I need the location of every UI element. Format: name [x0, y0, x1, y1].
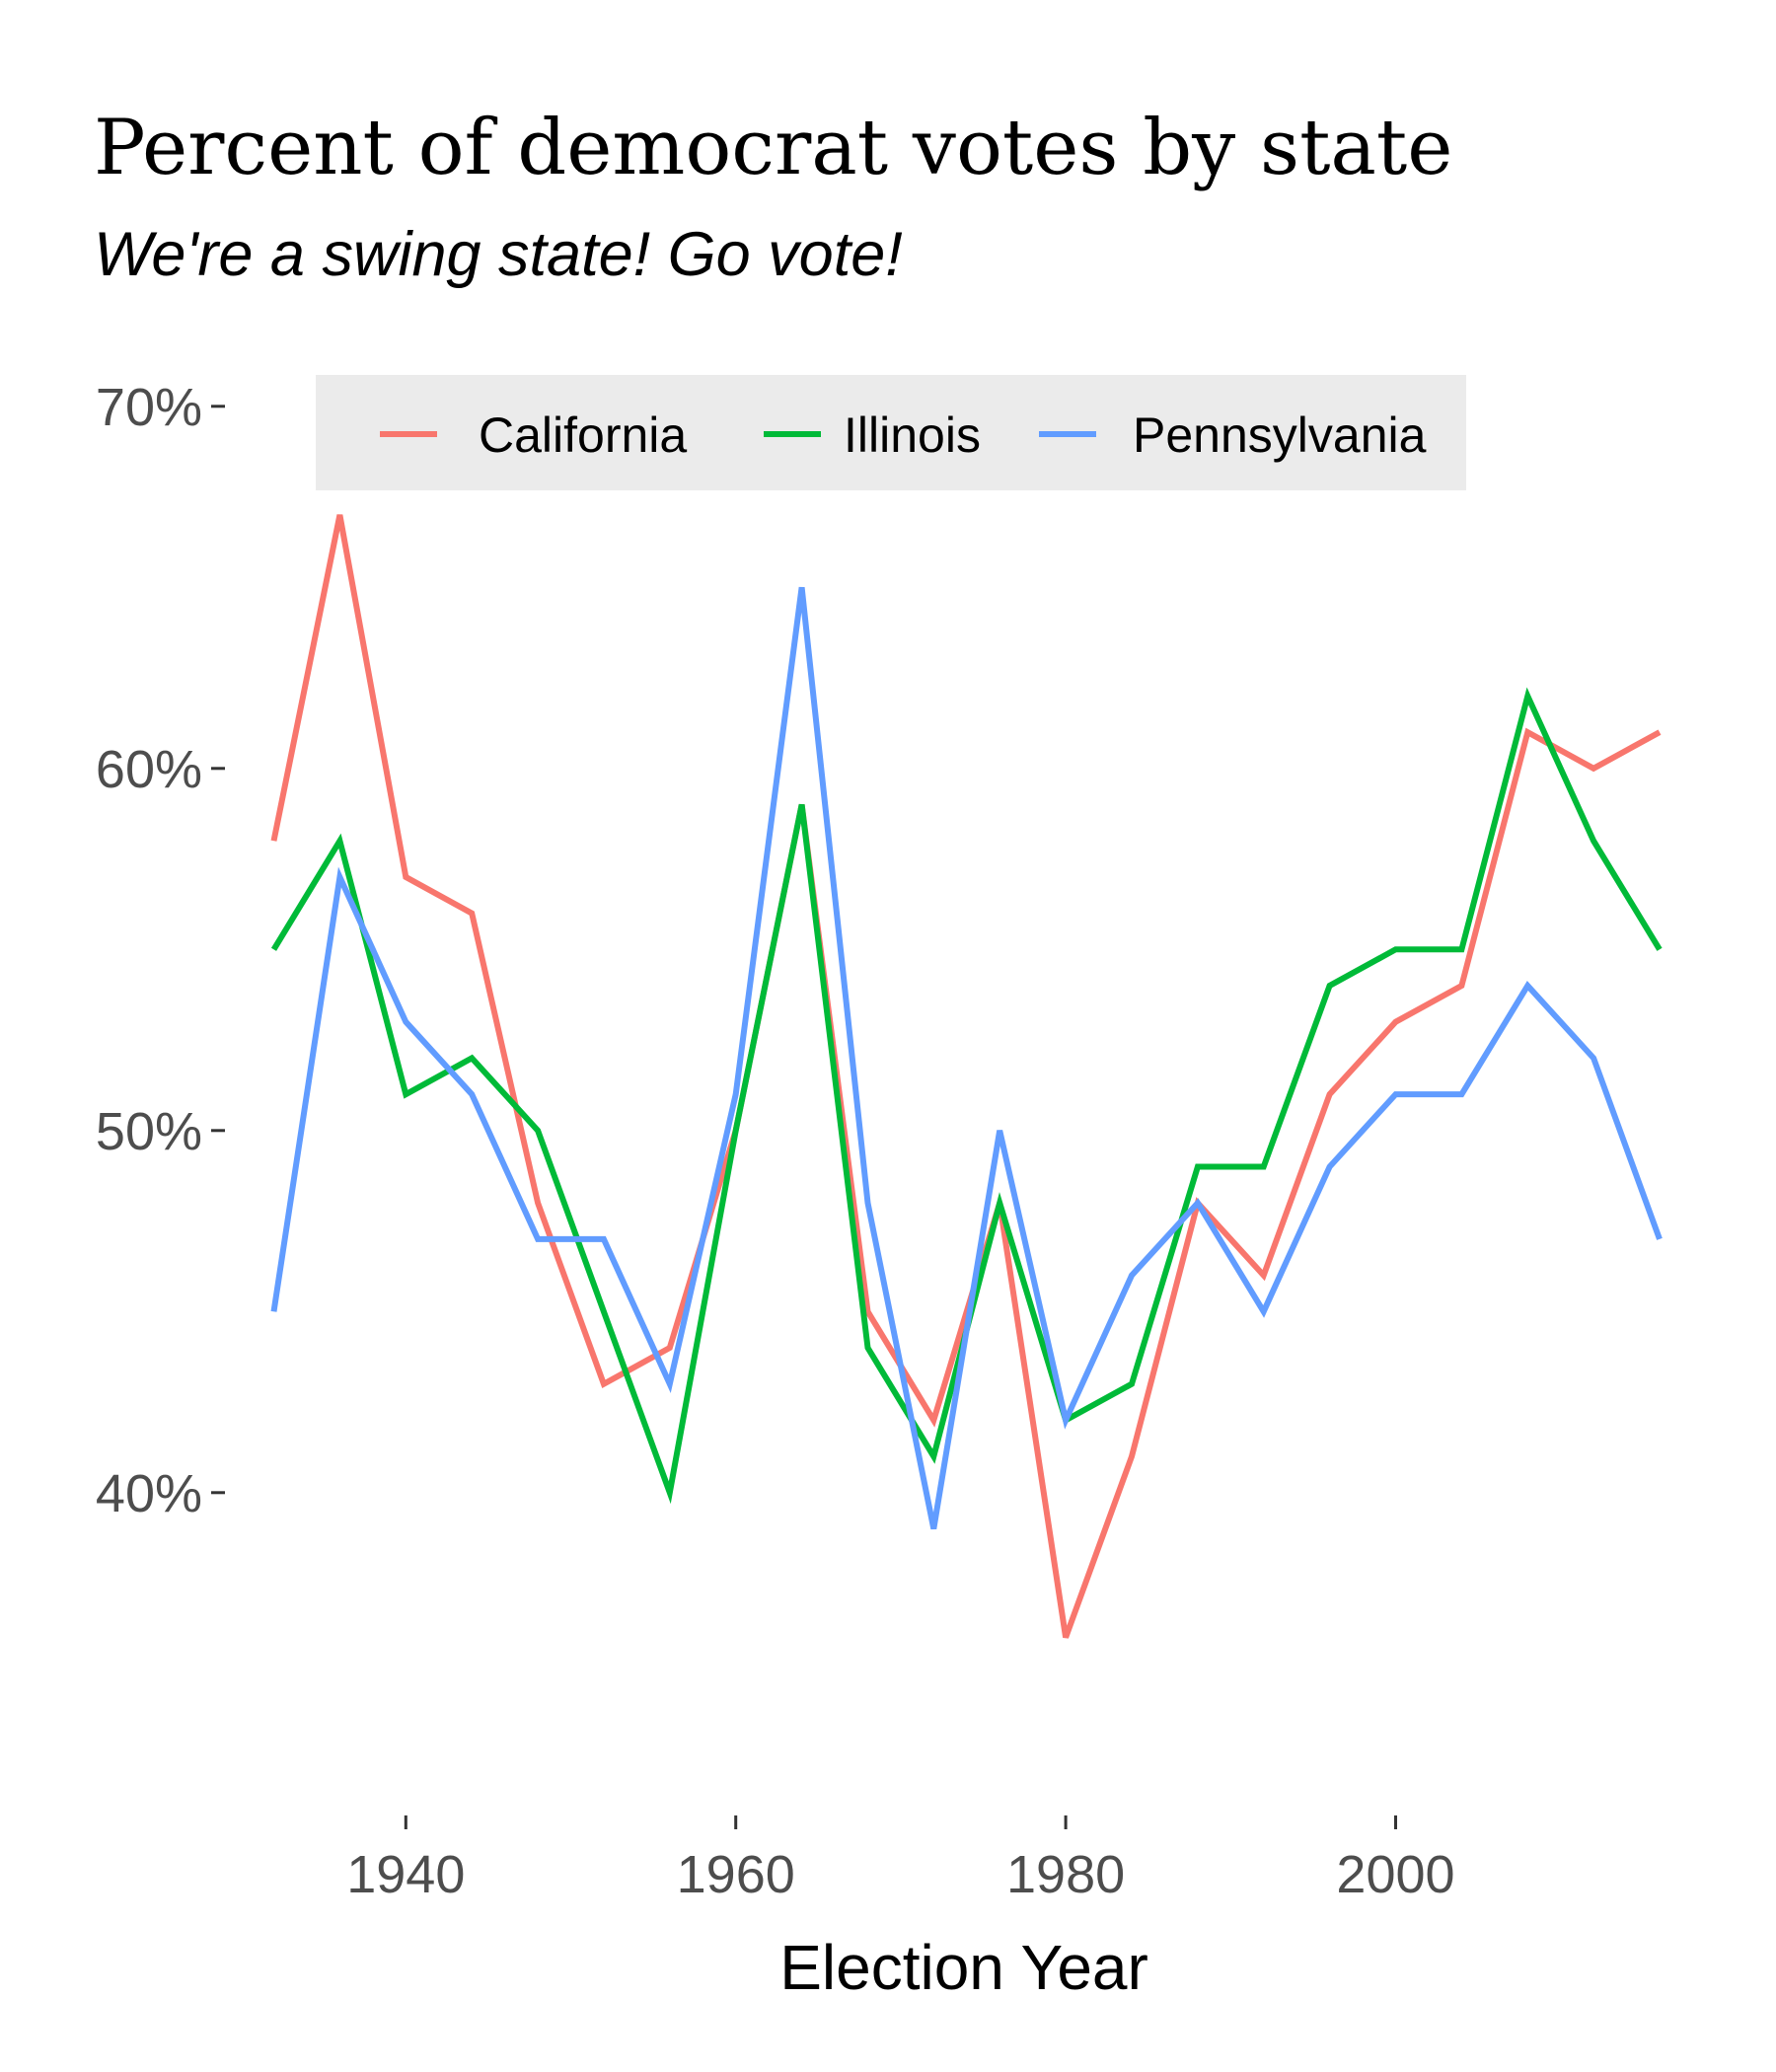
x-axis-title: Election Year: [779, 1932, 1148, 2003]
y-tick-label: 50%: [96, 1102, 202, 1161]
series-line-pennsylvania: [270, 586, 1663, 1530]
x-tick-label: 1960: [677, 1845, 795, 1904]
legend-label-illinois: Illinois: [844, 407, 981, 463]
x-tick-label: 1940: [346, 1845, 465, 1904]
chart-subtitle: We're a swing state! Go vote!: [94, 220, 903, 289]
y-axis: 40% 50% 60% 70%: [96, 378, 225, 1523]
series-lines: [270, 514, 1663, 1639]
x-tick-label: 2000: [1336, 1845, 1454, 1904]
x-axis: 1940 1960 1980 2000: [346, 1815, 1455, 1904]
legend-label-pennsylvania: Pennsylvania: [1133, 407, 1427, 463]
series-line-california: [270, 514, 1662, 1639]
y-tick-label: 60%: [96, 740, 202, 799]
chart-title: Percent of democrat votes by state: [94, 104, 1453, 192]
x-tick-label: 1980: [1006, 1845, 1125, 1904]
y-tick-label: 70%: [96, 378, 202, 437]
legend-label-california: California: [479, 407, 687, 463]
y-tick-label: 40%: [96, 1464, 202, 1523]
legend-background: [316, 375, 1466, 490]
legend: California Illinois Pennsylvania: [316, 375, 1466, 490]
